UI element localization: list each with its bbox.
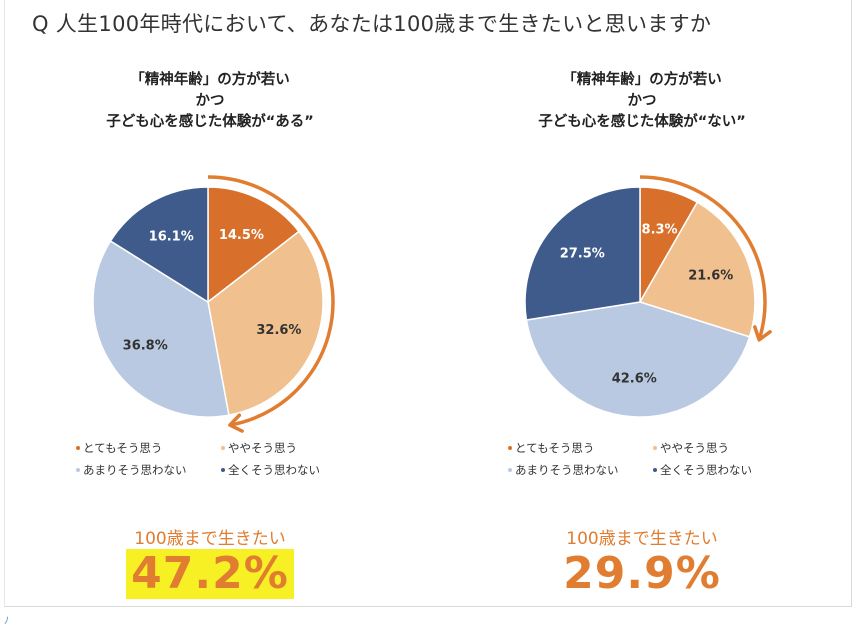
legend-item-mattaku: 全くそう思わない xyxy=(221,462,366,478)
corner-mark: ﾉ xyxy=(4,616,9,627)
legend-item-totemo: とてもそう思う xyxy=(76,440,221,456)
panel-left-title-line-2: かつ xyxy=(195,93,225,109)
orange-arrow-head xyxy=(228,413,244,433)
pie-slice xyxy=(525,301,751,418)
slice-data-label: 27.5% xyxy=(560,247,605,262)
panel-left-title-line-3: 子ども心を感じた体験が“ある” xyxy=(106,114,314,130)
pie-slice xyxy=(207,186,300,304)
slice-data-label: 14.5% xyxy=(219,228,264,243)
legend-right: とてもそう思う ややそう思う あまりそう思わない 全くそう思わない xyxy=(508,440,798,478)
panel-left-title: 「精神年齢」の方が若い かつ 子ども心を感じた体験が“ある” xyxy=(50,70,370,133)
legend-item-mattaku: 全くそう思わない xyxy=(653,462,798,478)
panel-left-title-line-1: 「精神年齢」の方が若い xyxy=(130,72,290,88)
panel-left-sub-label: 100歳まで生きたい xyxy=(134,529,286,549)
legend-swatch xyxy=(508,468,512,472)
legend-left: とてもそう思う ややそう思う あまりそう思わない 全くそう思わない xyxy=(76,440,366,478)
slice-data-label: 42.6% xyxy=(612,372,657,387)
legend-label: とてもそう思う xyxy=(83,441,163,455)
slice-data-label: 32.6% xyxy=(256,323,301,338)
pie-slice xyxy=(207,230,324,416)
figure-frame xyxy=(4,0,852,607)
legend-label: 全くそう思わない xyxy=(660,463,752,477)
legend-swatch xyxy=(76,468,80,472)
panel-right-title-line-3: 子ども心を感じた体験が“ない” xyxy=(538,114,746,130)
pie-slice xyxy=(638,201,756,338)
legend-item-yaya: ややそう思う xyxy=(653,440,798,456)
legend-swatch xyxy=(508,446,512,450)
slice-data-label: 16.1% xyxy=(149,230,194,245)
pie-slice xyxy=(109,186,209,304)
orange-arrow-arc xyxy=(639,175,767,341)
legend-item-amari: あまりそう思わない xyxy=(76,462,221,478)
panel-right-big-value: 29.9% xyxy=(563,548,721,599)
legend-item-totemo: とてもそう思う xyxy=(508,440,653,456)
orange-arrow-head xyxy=(753,325,772,342)
panel-left-big-value: 47.2% xyxy=(126,549,294,599)
legend-item-amari: あまりそう思わない xyxy=(508,462,653,478)
pie-chart-right: 8.3% 21.6% 42.6% 27.5% xyxy=(524,175,772,418)
legend-swatch xyxy=(76,446,80,450)
panel-right-title: 「精神年齢」の方が若い かつ 子ども心を感じた体験が“ない” xyxy=(482,70,802,133)
legend-swatch xyxy=(221,468,225,472)
legend-label: 全くそう思わない xyxy=(228,463,320,477)
orange-arrow-arc xyxy=(207,175,335,427)
legend-label: とてもそう思う xyxy=(515,441,595,455)
question-title: Q 人生100年時代において、あなたは100歳まで生きたいと思いますか xyxy=(32,12,712,36)
legend-swatch xyxy=(221,446,225,450)
pie-slice xyxy=(92,239,230,418)
legend-label: あまりそう思わない xyxy=(83,463,187,477)
slice-data-label: 8.3% xyxy=(642,223,678,238)
panel-right-sub-label: 100歳まで生きたい xyxy=(566,529,718,549)
legend-label: あまりそう思わない xyxy=(515,463,619,477)
pie-chart-left: 14.5% 32.6% 36.8% 16.1% xyxy=(92,175,335,433)
slice-data-label: 36.8% xyxy=(123,339,168,354)
legend-swatch xyxy=(653,446,657,450)
legend-label: ややそう思う xyxy=(660,441,729,455)
legend-label: ややそう思う xyxy=(228,441,297,455)
pie-slice xyxy=(524,186,641,321)
panel-right-title-line-2: かつ xyxy=(627,93,657,109)
legend-item-yaya: ややそう思う xyxy=(221,440,366,456)
legend-swatch xyxy=(653,468,657,472)
panel-right-title-line-1: 「精神年齢」の方が若い xyxy=(562,72,722,88)
slice-data-label: 21.6% xyxy=(688,269,733,284)
